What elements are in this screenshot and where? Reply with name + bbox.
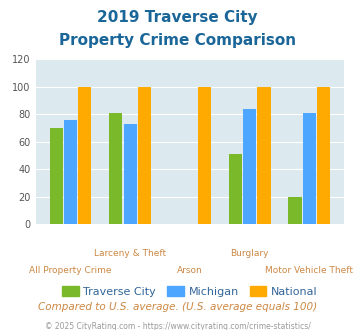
Bar (64, 120, 77, 224)
Text: © 2025 CityRating.com - https://www.cityrating.com/crime-statistics/: © 2025 CityRating.com - https://www.city… (45, 322, 310, 330)
Bar (109, 113, 122, 224)
Text: 2019 Traverse City: 2019 Traverse City (97, 10, 258, 25)
Bar (229, 154, 242, 224)
Bar (138, 87, 151, 224)
Legend: Traverse City, Michigan, National: Traverse City, Michigan, National (58, 282, 322, 301)
Text: Motor Vehicle Theft: Motor Vehicle Theft (266, 266, 354, 275)
Bar (78, 87, 91, 224)
Text: Burglary: Burglary (230, 249, 269, 258)
Bar (243, 109, 256, 224)
Bar (289, 197, 302, 224)
Text: Compared to U.S. average. (U.S. average equals 100): Compared to U.S. average. (U.S. average … (38, 302, 317, 312)
Bar (303, 113, 316, 224)
Text: Larceny & Theft: Larceny & Theft (94, 249, 166, 258)
Text: Property Crime Comparison: Property Crime Comparison (59, 33, 296, 48)
Bar (198, 87, 211, 224)
Bar (124, 124, 137, 224)
Text: Arson: Arson (177, 266, 203, 275)
Bar (317, 87, 330, 224)
Bar (50, 128, 63, 224)
Bar (257, 87, 271, 224)
Text: All Property Crime: All Property Crime (29, 266, 112, 275)
